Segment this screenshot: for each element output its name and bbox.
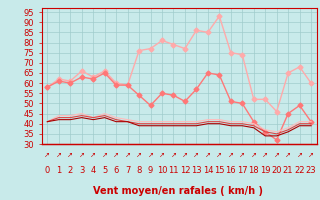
Text: 12: 12 xyxy=(180,166,190,175)
Text: 7: 7 xyxy=(125,166,130,175)
Text: 8: 8 xyxy=(136,166,142,175)
Text: ↗: ↗ xyxy=(171,152,176,158)
Text: 23: 23 xyxy=(306,166,316,175)
Text: ↗: ↗ xyxy=(285,152,291,158)
Text: ↗: ↗ xyxy=(136,152,142,158)
Text: 22: 22 xyxy=(294,166,305,175)
Text: ↗: ↗ xyxy=(44,152,50,158)
Text: ↗: ↗ xyxy=(182,152,188,158)
Text: 3: 3 xyxy=(79,166,84,175)
Text: ↗: ↗ xyxy=(251,152,257,158)
Text: 1: 1 xyxy=(56,166,61,175)
Text: ↗: ↗ xyxy=(274,152,280,158)
Text: ↗: ↗ xyxy=(297,152,302,158)
Text: 2: 2 xyxy=(68,166,73,175)
Text: ↗: ↗ xyxy=(205,152,211,158)
Text: 9: 9 xyxy=(148,166,153,175)
Text: ↗: ↗ xyxy=(148,152,154,158)
Text: 17: 17 xyxy=(237,166,248,175)
Text: 10: 10 xyxy=(157,166,167,175)
Text: 19: 19 xyxy=(260,166,270,175)
Text: ↗: ↗ xyxy=(239,152,245,158)
Text: ↗: ↗ xyxy=(67,152,73,158)
Text: ↗: ↗ xyxy=(79,152,85,158)
Text: ↗: ↗ xyxy=(125,152,131,158)
Text: 5: 5 xyxy=(102,166,107,175)
Text: 11: 11 xyxy=(168,166,179,175)
Text: Vent moyen/en rafales ( km/h ): Vent moyen/en rafales ( km/h ) xyxy=(92,186,263,196)
Text: ↗: ↗ xyxy=(159,152,165,158)
Text: ↗: ↗ xyxy=(102,152,108,158)
Text: ↗: ↗ xyxy=(308,152,314,158)
Text: ↗: ↗ xyxy=(194,152,199,158)
Text: 15: 15 xyxy=(214,166,225,175)
Text: 4: 4 xyxy=(91,166,96,175)
Text: ↗: ↗ xyxy=(113,152,119,158)
Text: ↗: ↗ xyxy=(90,152,96,158)
Text: 16: 16 xyxy=(226,166,236,175)
Text: ↗: ↗ xyxy=(216,152,222,158)
Text: ↗: ↗ xyxy=(228,152,234,158)
Text: ↗: ↗ xyxy=(56,152,62,158)
Text: 14: 14 xyxy=(203,166,213,175)
Text: 13: 13 xyxy=(191,166,202,175)
Text: 6: 6 xyxy=(114,166,119,175)
Text: 21: 21 xyxy=(283,166,293,175)
Text: 18: 18 xyxy=(248,166,259,175)
Text: ↗: ↗ xyxy=(262,152,268,158)
Text: 0: 0 xyxy=(45,166,50,175)
Text: 20: 20 xyxy=(271,166,282,175)
